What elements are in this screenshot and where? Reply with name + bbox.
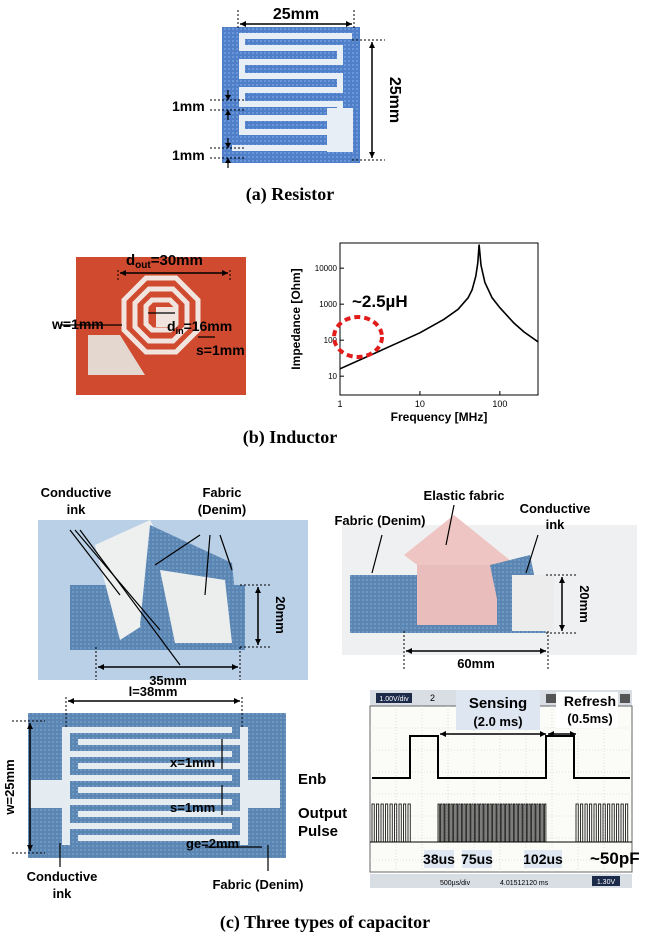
sensing-label: Sensing [469, 695, 527, 712]
enb-waveform [372, 735, 630, 779]
y-tick-label: 10000 [315, 264, 338, 273]
resistor-trace [232, 33, 352, 151]
resistor-caption: (a) Resistor [246, 184, 334, 205]
y-tick-label: 10 [328, 372, 337, 381]
cap3-fabric-label: Fabric (Denim) [212, 877, 303, 892]
scope-ch2: 2 [430, 693, 435, 703]
inductor-s-label: s=1mm [196, 342, 245, 358]
chart-frame [339, 242, 539, 396]
chart-ylabel: Impedance [Ohm] [289, 268, 303, 369]
inductor-caption: (b) Inductor [243, 427, 338, 448]
output-label-1: Output [298, 805, 347, 822]
x-tick-label: 100 [492, 399, 507, 409]
x-tick-label: 10 [415, 399, 425, 409]
cap3-width-label: w=25mm [2, 759, 17, 815]
output-pulse-waveform [371, 803, 629, 843]
output-label-2: Pulse [298, 823, 338, 840]
capacitor-folded-1: Conductive ink Fabric (Denim) 35mm 20mm [38, 485, 308, 685]
din-sub: in [176, 326, 184, 336]
enb-label: Enb [298, 771, 326, 788]
dout-main: d [126, 252, 135, 269]
cap2-conductive-area [512, 575, 554, 631]
x-tick-label: 1 [337, 399, 342, 409]
sensing-label-box [456, 690, 540, 730]
cap1-fabric-label-1: Fabric [202, 485, 241, 500]
cap1-conductive-label-2: ink [67, 502, 87, 517]
scope-bottom-bar [370, 874, 632, 888]
cap3-length-label: l=38mm [129, 685, 178, 699]
cap3-electrodes [30, 727, 280, 845]
dout-sub: out [135, 260, 151, 271]
y-tick-label: 1000 [319, 300, 337, 309]
resistor-height-label: 25mm [386, 77, 403, 123]
refresh-label: Refresh [564, 693, 616, 709]
scope-position: 4.01512120 ms [500, 880, 549, 887]
resistor-figure: 25mm 25mm 1mm 1mm (a) Resistor [172, 6, 403, 205]
capacitor-caption: (c) Three types of capacitor [219, 912, 431, 932]
inductor-spiral [121, 275, 201, 355]
resistor-width-label: 25mm [273, 6, 319, 23]
pulse-time-2: 75us [461, 851, 493, 867]
scope-screen [369, 705, 633, 873]
refresh-time: (0.5ms) [567, 711, 613, 726]
din-value: =16mm [184, 318, 233, 334]
y-tick-label: 100 [324, 336, 338, 345]
scope-ch1-scale: 1.00V/div [379, 696, 409, 703]
chart-annotation: ~2.5µH [352, 292, 408, 311]
din-main: d [167, 318, 176, 334]
cap2-conductive-label-2: ink [546, 517, 566, 532]
impedance-chart: 1 10 100 10 100 1000 10000 ~2.5µH Frequency [… [289, 242, 539, 424]
resistor-gap-label: 1mm [172, 98, 205, 114]
cap1-conductive-label-1: Conductive [41, 485, 112, 500]
oscilloscope-capture: 1.00V/div 2 Sensing (2.0 ms) Refresh (0.… [298, 690, 640, 888]
resistor-pad [327, 108, 353, 152]
pulse-time-1: 38us [423, 851, 455, 867]
pulse-time-3: 102us [523, 851, 563, 867]
dout-value: =30mm [151, 252, 203, 269]
cap3-conductive-label-2: ink [53, 886, 73, 901]
capacitor-folded-2: Elastic fabric Fabric (Denim) Conductive… [334, 488, 637, 671]
cap3-conductive-label-1: Conductive [27, 869, 98, 884]
cap3-s-label: s=1mm [170, 800, 215, 815]
impedance-series-line [339, 244, 539, 370]
cap3-ge-label: ge=2mm [186, 836, 239, 851]
cap1-fabric-label-2: (Denim) [198, 502, 246, 517]
cap1-width-label: 35mm [149, 673, 187, 685]
capacitance-label: ~50pF [590, 849, 640, 868]
scope-trigger: 1.30V [597, 879, 616, 886]
chart-xlabel: Frequency [MHz] [391, 410, 488, 424]
sensing-time: (2.0 ms) [473, 714, 522, 729]
inductor-pad [88, 335, 145, 375]
scope-timebase: 500µs/div [440, 880, 471, 887]
cap2-elastic-label: Elastic fabric [424, 488, 505, 503]
cap2-fabric-label: Fabric (Denim) [334, 513, 425, 528]
inductor-w-label: w=1mm [51, 316, 104, 332]
cap3-x-label: x=1mm [170, 755, 215, 770]
low-freq-highlight [332, 315, 384, 359]
inductor-figure: dout=30mm din=16mm w=1mm s=1mm 1 10 100 10… [51, 242, 539, 448]
svg-text:dout=30mm: dout=30mm [126, 252, 203, 271]
capacitor-interdigitated: l=38mm w=25mm x=1mm s=1mm ge=2mm Conduct… [2, 685, 304, 901]
cap2-width-label: 60mm [457, 656, 495, 671]
cap2-conductive-label-1: Conductive [520, 501, 591, 516]
resistor-gap-label-2: 1mm [172, 147, 205, 163]
svg-text:din=16mm: din=16mm [167, 318, 232, 336]
cap2-height-label: 20mm [577, 585, 592, 623]
cap1-height-label: 20mm [273, 596, 288, 634]
